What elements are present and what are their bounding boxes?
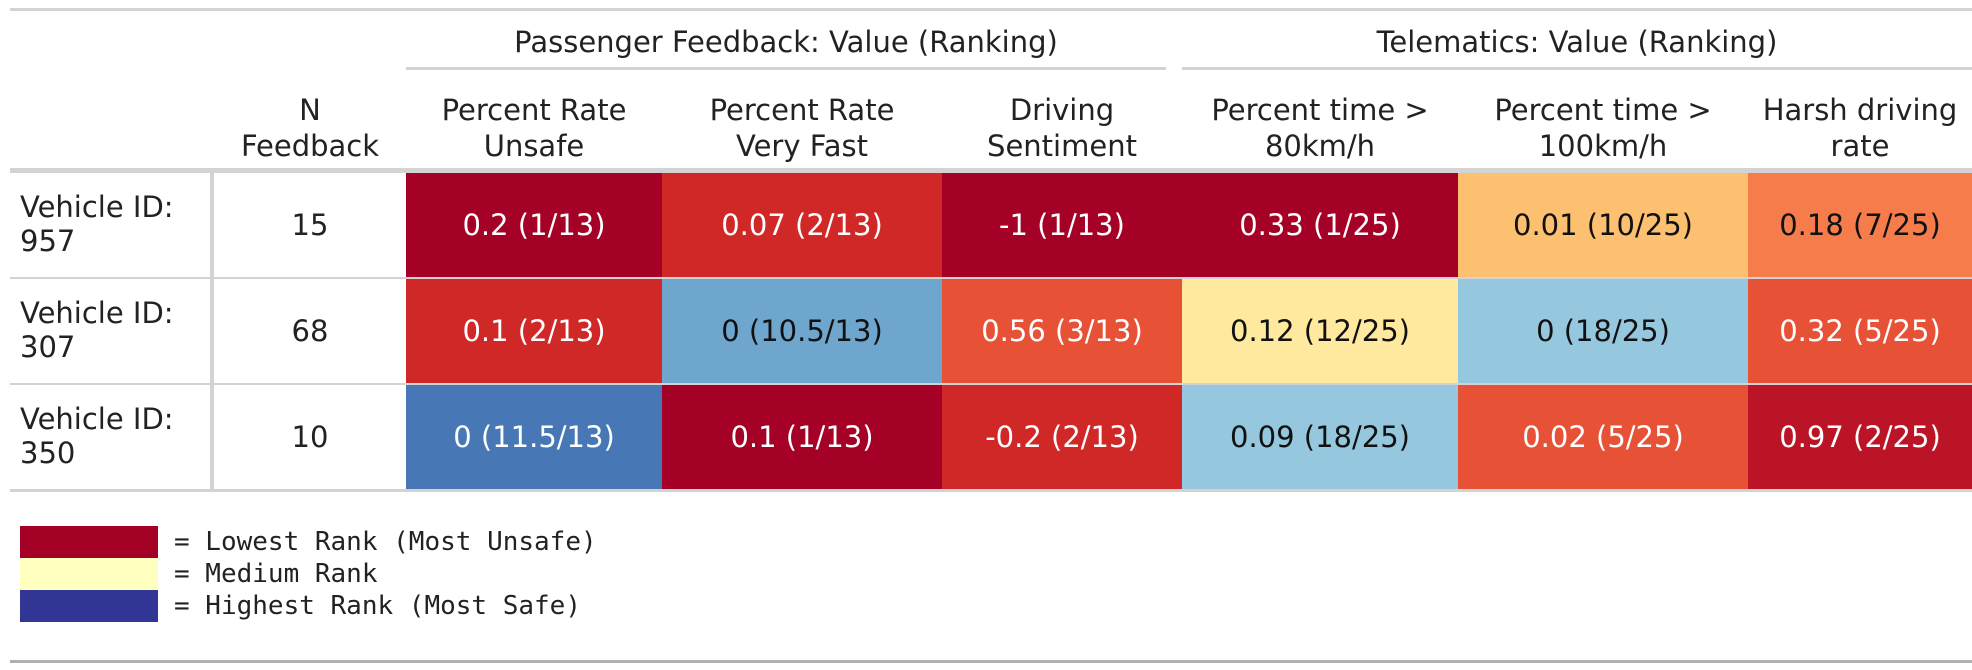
legend-label-medium: = Medium Rank [174,559,378,589]
stub-divider [210,173,214,279]
table-row: Vehicle ID: 307 68 0.1 (2/13) 0 (10.5/13) 0.… [10,279,1972,385]
spanner-passenger-feedback: Passenger Feedback: Value (Ranking) [514,25,1058,59]
header-bottom-rule [10,168,1972,173]
column-header-percent-time-80: Percent time > 80km/h [1211,93,1429,163]
table-bottom-rule [10,489,1972,492]
cell-sentiment: -1 (1/13) [942,173,1182,277]
cell-n-feedback: 15 [291,208,329,242]
cell-n-feedback: 10 [291,420,329,454]
cell-pct_80: 0.09 (18/25) [1182,385,1458,489]
row-separator [10,277,1972,279]
column-header-harsh-driving: Harsh driving rate [1762,93,1958,163]
cell-pct_unsafe: 0.2 (1/13) [406,173,662,277]
cell-sentiment: -0.2 (2/13) [942,385,1182,489]
column-header-percent-very-fast: Percent Rate Very Fast [709,93,895,163]
legend-swatch-medium [20,558,158,590]
table-row: Vehicle ID: 350 10 0 (11.5/13) 0.1 (1/13) -0… [10,385,1972,491]
cell-pct_100: 0.02 (5/25) [1458,385,1748,489]
cell-harsh: 0.32 (5/25) [1748,279,1972,383]
legend-label-lowest: = Lowest Rank (Most Unsafe) [174,527,597,557]
legend-label-highest: = Highest Rank (Most Safe) [174,591,581,621]
legend-swatch-highest [20,590,158,622]
cell-pct_very_fast: 0 (10.5/13) [662,279,942,383]
stub-divider [210,279,214,385]
row-label-vehicle: Vehicle ID: 307 [20,296,174,364]
row-separator [10,383,1972,385]
column-header-percent-time-100: Percent time > 100km/h [1494,93,1712,163]
spanner-telematics-rule [1182,67,1972,70]
legend-swatch-lowest [20,526,158,558]
cell-pct_unsafe: 0.1 (2/13) [406,279,662,383]
cell-pct_100: 0 (18/25) [1458,279,1748,383]
cell-pct_very_fast: 0.07 (2/13) [662,173,942,277]
cell-n-feedback: 68 [291,314,329,348]
table-row: Vehicle ID: 957 15 0.2 (1/13) 0.07 (2/13) -1… [10,173,1972,279]
cell-pct_100: 0.01 (10/25) [1458,173,1748,277]
cell-pct_80: 0.12 (12/25) [1182,279,1458,383]
column-header-driving-sentiment: Driving Sentiment [987,93,1137,163]
column-header-percent-unsafe: Percent Rate Unsafe [441,93,627,163]
spanner-telematics: Telematics: Value (Ranking) [1376,25,1778,59]
table-top-rule [10,8,1972,11]
cell-harsh: 0.97 (2/25) [1748,385,1972,489]
cell-harsh: 0.18 (7/25) [1748,173,1972,277]
spanner-passenger-rule [406,67,1166,70]
cell-pct_very_fast: 0.1 (1/13) [662,385,942,489]
cell-pct_unsafe: 0 (11.5/13) [406,385,662,489]
stub-divider [210,385,214,491]
cell-sentiment: 0.56 (3/13) [942,279,1182,383]
row-label-vehicle: Vehicle ID: 350 [20,402,174,470]
footer-rule [10,660,1972,663]
column-header-n-feedback: N Feedback [240,93,380,163]
row-label-vehicle: Vehicle ID: 957 [20,190,174,258]
cell-pct_80: 0.33 (1/25) [1182,173,1458,277]
